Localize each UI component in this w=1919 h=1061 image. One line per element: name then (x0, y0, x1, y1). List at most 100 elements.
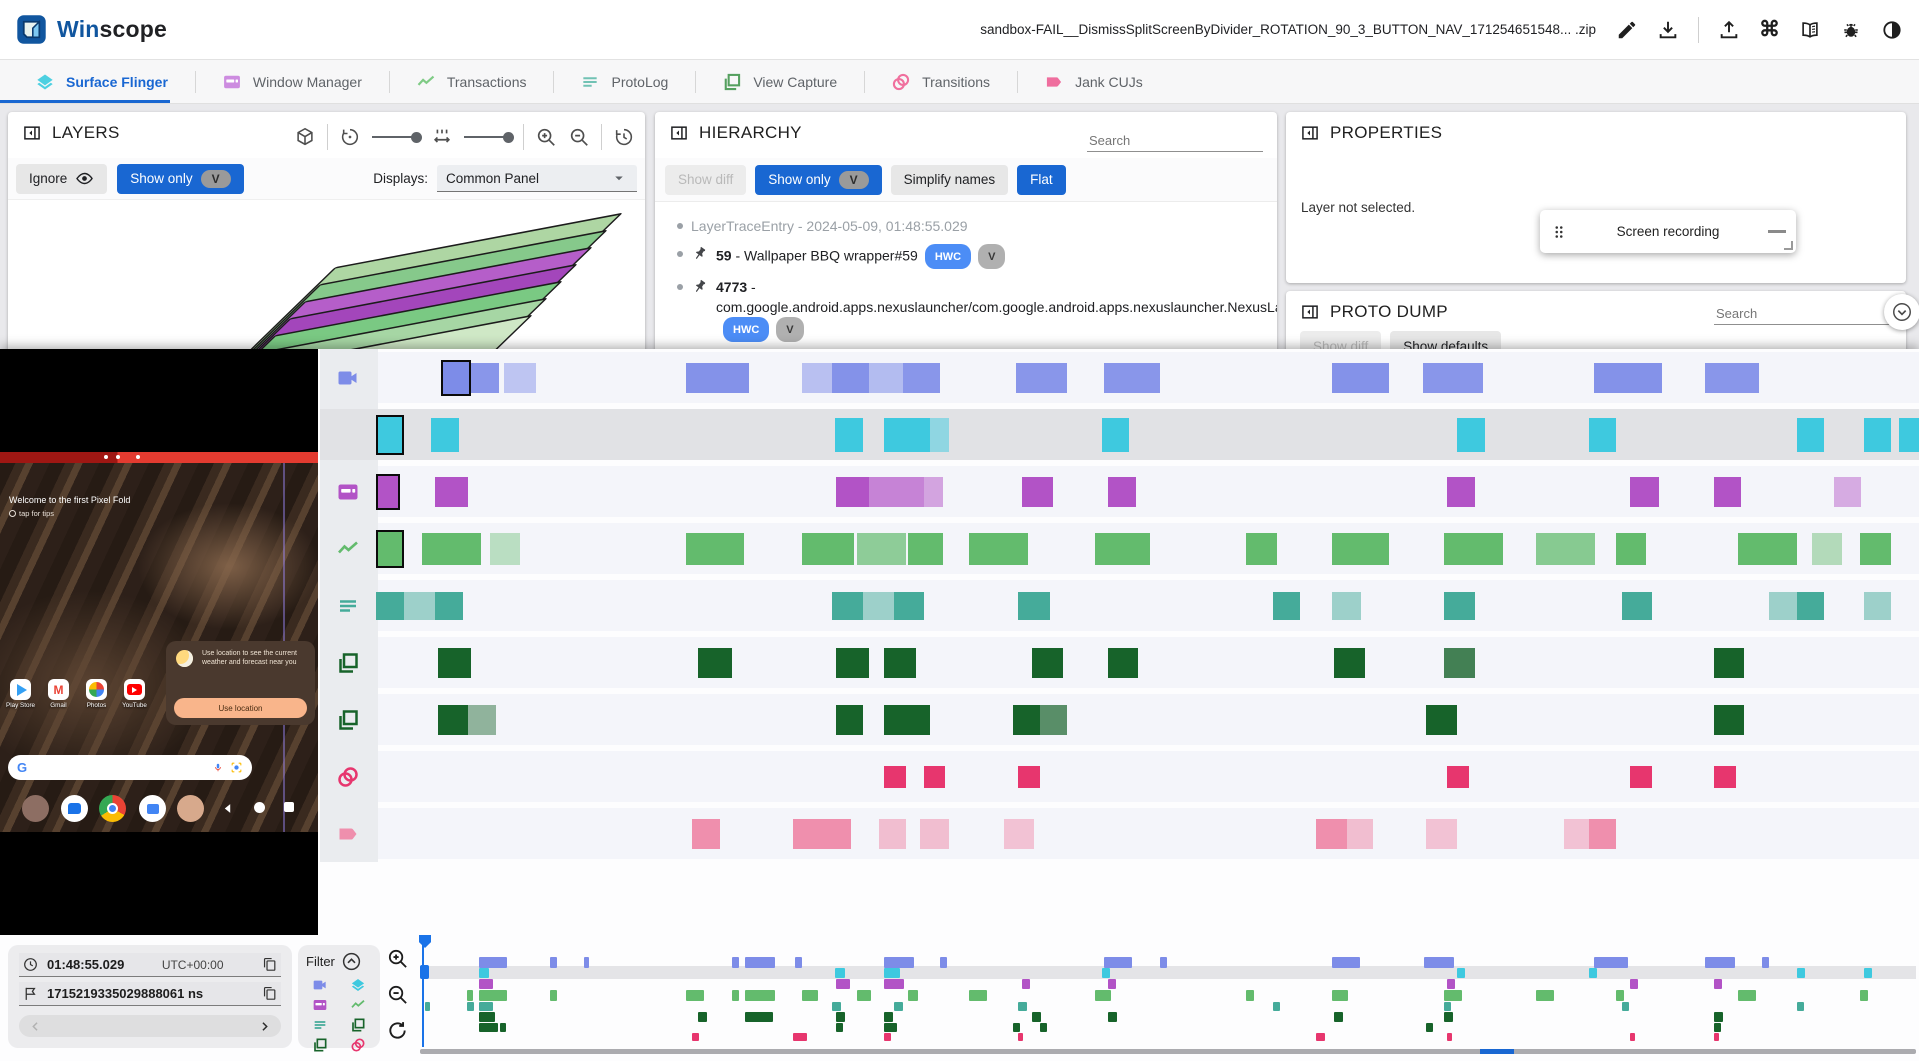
timeline-block[interactable] (1316, 818, 1347, 849)
show-diff-button[interactable]: Show diff (665, 164, 747, 195)
timeline-block[interactable] (431, 417, 459, 452)
timeline-block[interactable] (1018, 591, 1050, 620)
window-icon[interactable] (312, 997, 328, 1013)
timeline-block[interactable] (1797, 591, 1824, 620)
download-icon[interactable] (1657, 19, 1679, 41)
cube-icon[interactable] (294, 126, 316, 148)
timeline-block[interactable] (802, 532, 854, 565)
timeline-block[interactable] (1426, 704, 1457, 735)
timeline-block[interactable] (376, 529, 404, 568)
timeline-block[interactable] (468, 704, 496, 735)
timeline-block[interactable] (686, 362, 749, 393)
displays-select[interactable]: Common Panel (437, 165, 637, 192)
tree-node[interactable]: 59 - Wallpaper BBQ wrapper#59 HWC V (677, 240, 1267, 273)
timeline-block[interactable] (692, 818, 720, 849)
pin-icon[interactable] (691, 278, 708, 295)
hierarchy-search-input[interactable] (1087, 130, 1263, 152)
timeline-block[interactable] (1536, 532, 1595, 565)
ignore-button[interactable]: Ignore (16, 163, 108, 194)
slider-control[interactable] (464, 131, 514, 143)
zoom-in-icon[interactable] (535, 126, 557, 148)
timeline-block[interactable] (1108, 647, 1138, 678)
drag-handle-icon[interactable] (1550, 223, 1568, 241)
dark-mode-icon[interactable] (1881, 19, 1903, 41)
timeline-block[interactable] (879, 818, 906, 849)
timeline-block[interactable] (1095, 532, 1150, 565)
report-bug-icon[interactable] (1840, 19, 1862, 41)
timeline-block[interactable] (1714, 647, 1744, 678)
protolog-icon[interactable] (312, 1017, 328, 1033)
minimap-cursor-handle[interactable] (419, 965, 429, 979)
upload-icon[interactable] (1718, 19, 1740, 41)
timeline-block[interactable] (435, 591, 463, 620)
timeline-minimap[interactable] (419, 935, 1916, 1061)
timeline-block[interactable] (924, 476, 943, 507)
timeline-block[interactable] (1426, 818, 1457, 849)
collapse-panel-icon[interactable] (669, 123, 689, 143)
minimap-cursor-flag[interactable] (419, 935, 431, 948)
minimap-cursor-line[interactable] (422, 935, 424, 1047)
timeline-block[interactable] (863, 591, 894, 620)
zoom-out-icon[interactable] (568, 126, 590, 148)
timeline-row-transitions[interactable] (378, 751, 1919, 802)
collapse-timeline-button[interactable] (1884, 294, 1919, 330)
timeline-block[interactable] (903, 362, 940, 393)
previous-entry-button[interactable] (28, 1019, 43, 1034)
timeline-block[interactable] (832, 591, 863, 620)
timeline-block[interactable] (435, 476, 468, 507)
copy-ns-icon[interactable] (261, 985, 278, 1002)
timeline-block[interactable] (836, 476, 869, 507)
timeline-block[interactable] (869, 476, 924, 507)
timeline-block[interactable] (1013, 704, 1040, 735)
show-only-button[interactable]: Show only V (755, 164, 882, 195)
timeline-block[interactable] (1004, 818, 1034, 849)
timeline-block[interactable] (1016, 362, 1067, 393)
flat-button[interactable]: Flat (1017, 164, 1066, 195)
timeline-row-jank-cujs[interactable] (378, 808, 1919, 859)
timeline-block[interactable] (504, 362, 536, 393)
timeline-block[interactable] (1714, 476, 1741, 507)
timeline-block[interactable] (1444, 591, 1475, 620)
timeline-block[interactable] (908, 532, 943, 565)
tab-transactions[interactable]: Transactions (388, 60, 554, 103)
timeline-block[interactable] (376, 473, 400, 510)
timeline-block[interactable] (1630, 765, 1652, 788)
timeline-block[interactable] (438, 704, 468, 735)
timeline-block[interactable] (1332, 362, 1389, 393)
show-only-visible-button[interactable]: Show only V (117, 163, 244, 194)
timeline-block[interactable] (1812, 532, 1842, 565)
timeline-block[interactable] (1864, 417, 1891, 452)
timeline-block[interactable] (1102, 417, 1129, 452)
timeline-block[interactable] (930, 417, 949, 452)
rotate-icon[interactable] (339, 126, 361, 148)
tab-jank-cujs[interactable]: Jank CUJs (1017, 60, 1170, 103)
timeline-scrollbar[interactable] (420, 1049, 1916, 1054)
timeline-block[interactable] (438, 647, 471, 678)
timeline-block[interactable] (1564, 818, 1591, 849)
timeline-block[interactable] (1022, 476, 1053, 507)
pin-icon[interactable] (691, 245, 708, 262)
timeline-block[interactable] (1630, 476, 1659, 507)
tab-view-capture[interactable]: View Capture (695, 60, 864, 103)
zoom-in-icon[interactable] (386, 947, 409, 970)
timeline-block[interactable] (1769, 591, 1797, 620)
timeline-row-view-capture-1[interactable] (378, 637, 1919, 688)
timeline-block[interactable] (793, 818, 851, 849)
view-capture-icon[interactable] (312, 1037, 328, 1053)
timeline-block[interactable] (1040, 704, 1067, 735)
timeline-block[interactable] (1273, 591, 1300, 620)
timeline-block[interactable] (920, 818, 949, 849)
timeline-block[interactable] (884, 704, 930, 735)
timeline-block[interactable] (441, 359, 471, 396)
transactions-icon[interactable] (350, 997, 366, 1013)
timeline-block[interactable] (376, 591, 404, 620)
timeline-block[interactable] (1018, 765, 1040, 788)
tab-transitions[interactable]: Transitions (864, 60, 1017, 103)
timeline-block[interactable] (857, 532, 906, 565)
timeline-block[interactable] (884, 647, 916, 678)
proto-dump-search-input[interactable] (1714, 303, 1890, 325)
timeline-block[interactable] (835, 417, 863, 452)
edit-icon[interactable] (1616, 19, 1638, 41)
timeline-block[interactable] (836, 704, 863, 735)
documentation-icon[interactable] (1799, 19, 1821, 41)
